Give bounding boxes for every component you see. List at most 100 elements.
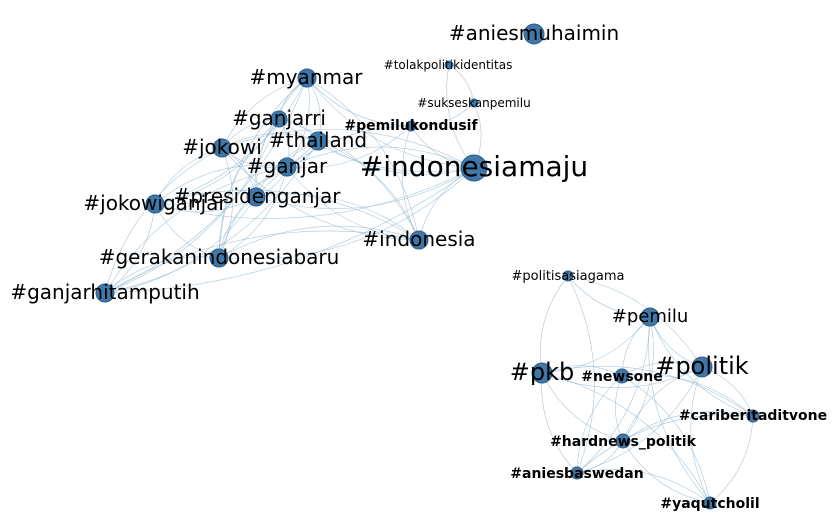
label-layer: #aniesmuhaimin #tolakpolitikidentitas #mya… <box>10 21 827 512</box>
edge-gerakanindonesiabaru-ganjarhitamputih <box>104 256 220 294</box>
node-label-hardnews_politik: #hardnews_politik <box>550 434 697 450</box>
node-pemilu[interactable] <box>640 307 660 327</box>
node-thailand[interactable] <box>308 131 328 151</box>
node-myanmar[interactable] <box>297 68 317 88</box>
edge-myanmar-indonesiamaju <box>306 77 475 169</box>
node-aniesbaswedan[interactable] <box>570 466 584 480</box>
node-label-tolakpolitikidentitas: #tolakpolitikidentitas <box>384 58 513 72</box>
edge-pemilu-yaqutcholil <box>648 316 711 504</box>
node-label-ganjarri: #ganjarri <box>232 106 326 130</box>
edge-cariberitaditvone-yaqutcholil <box>709 415 754 504</box>
node-politisasiagama[interactable] <box>562 270 574 282</box>
node-label-newsone: #newsone <box>581 369 663 385</box>
node-label-politisasiagama: #politisasiagama <box>512 269 625 284</box>
edge-newsone-aniesbaswedan <box>576 375 623 474</box>
edge-politik-hardnews_politik <box>622 366 703 442</box>
node-newsone[interactable] <box>614 368 630 384</box>
edge-myanmar-ganjar <box>286 77 310 168</box>
node-ganjarri[interactable] <box>270 110 288 128</box>
node-gerakanindonesiabaru[interactable] <box>209 248 229 268</box>
node-jokowiganjar[interactable] <box>145 194 165 214</box>
edge-thailand-indonesiamaju <box>317 140 475 175</box>
node-cariberitaditvone[interactable] <box>746 409 760 423</box>
edge-ganjarri-indonesia <box>278 118 420 241</box>
edge-pkb-cariberitaditvone <box>541 366 754 417</box>
node-label-indonesia: #indonesia <box>362 227 475 251</box>
edge-myanmar-pemilukondusif <box>306 77 412 127</box>
edge-gerakanindonesiabaru-indonesiamaju <box>218 167 475 260</box>
node-label-ganjarhitamputih: #ganjarhitamputih <box>10 280 199 304</box>
node-sukseskanpemilu[interactable] <box>469 98 479 108</box>
edge-jokowi-gerakanindonesiabaru <box>218 147 233 259</box>
node-label-yaqutcholil: #yaqutcholil <box>660 496 759 512</box>
edge-ganjarhitamputih-indonesia <box>104 230 420 294</box>
edge-jokowi-ganjarhitamputih <box>104 147 223 294</box>
edge-jokowiganjar-indonesiamaju <box>154 167 475 219</box>
edge-pemilukondusif-ganjar <box>286 125 412 169</box>
edge-ganjar-indonesia <box>286 166 420 241</box>
node-label-myanmar: #myanmar <box>250 65 364 89</box>
edge-pemilukondusif-sukseskanpemilu <box>410 102 475 127</box>
edge-thailand-jokowi <box>221 133 319 149</box>
node-label-jokowiganjar: #jokowiganjar <box>83 191 227 215</box>
edge-presidenganjar-indonesiamaju <box>255 167 475 209</box>
edge-newsone-cariberitaditvone <box>621 374 754 417</box>
node-aniesmuhaimin[interactable] <box>523 23 545 45</box>
edge-newsone-hardnews_politik <box>615 375 624 442</box>
edge-myanmar-gerakanindonesiabaru <box>218 77 308 259</box>
node-label-pemilukondusif: #pemilukondusif <box>344 118 478 134</box>
edge-jokowiganjar-indonesia <box>154 189 420 241</box>
edge-myanmar-ganjarhitamputih <box>104 77 308 294</box>
edge-ganjarhitamputih-indonesiamaju <box>104 167 475 294</box>
edge-cariberitaditvone-hardnews_politik <box>622 411 754 442</box>
node-tolakpolitikidentitas[interactable] <box>444 60 454 70</box>
node-layer <box>95 23 760 510</box>
node-jokowi[interactable] <box>212 138 232 158</box>
node-label-gerakanindonesiabaru: #gerakanindonesiabaru <box>99 245 340 269</box>
node-hardnews_politik[interactable] <box>615 433 631 449</box>
edge-thailand-ganjarhitamputih <box>104 140 319 294</box>
node-indonesia[interactable] <box>409 230 429 250</box>
edge-gerakanindonesiabaru-indonesia <box>218 225 420 259</box>
node-yaqutcholil[interactable] <box>703 496 717 510</box>
node-label-pemilu: #pemilu <box>612 306 689 327</box>
edge-ganjar-gerakanindonesiabaru <box>218 166 288 259</box>
edge-politisasiagama-pemilu <box>567 275 651 318</box>
edge-myanmar-jokowiganjar <box>154 77 308 205</box>
edge-pkb-yaqutcholil <box>541 372 711 504</box>
edge-aniesbaswedan-yaqutcholil <box>576 469 711 504</box>
edge-myanmar-jokowi <box>221 77 308 149</box>
edge-presidenganjar-indonesia <box>255 193 420 241</box>
node-label-pkb: #pkb <box>510 358 574 386</box>
edge-politisasiagama-aniesbaswedan <box>567 275 595 474</box>
node-label-aniesmuhaimin: #aniesmuhaimin <box>449 21 619 45</box>
edge-ganjar-jokowiganjar <box>154 164 288 205</box>
edge-ganjar-indonesiamaju <box>286 146 475 169</box>
node-label-indonesiamaju: #indonesiamaju <box>360 150 588 183</box>
edge-pemilu-cariberitaditvone <box>649 316 754 417</box>
edge-presidenganjar-jokowiganjar <box>154 196 257 213</box>
node-label-cariberitaditvone: #cariberitaditvone <box>679 408 827 424</box>
edge-jokowi-indonesiamaju <box>221 129 475 169</box>
node-presidenganjar[interactable] <box>246 187 266 207</box>
node-politik[interactable] <box>691 356 713 378</box>
node-label-ganjar: #ganjar <box>247 154 328 178</box>
edge-pkb-aniesbaswedan <box>541 372 578 474</box>
edge-jokowi-indonesia <box>221 147 420 241</box>
edge-hardnews_politik-yaqutcholil <box>622 440 711 504</box>
node-label-sukseskanpemilu: #sukseskanpemilu <box>417 96 530 110</box>
node-label-thailand: #thailand <box>269 128 367 152</box>
edge-indonesia-pemilukondusif <box>401 125 420 241</box>
edge-politisasiagama-politik <box>567 275 703 368</box>
node-label-presidenganjar: #presidenganjar <box>174 184 342 208</box>
node-ganjarhitamputih[interactable] <box>95 283 115 303</box>
node-ganjar[interactable] <box>277 157 297 177</box>
edge-ganjarri-ganjarhitamputih <box>104 118 280 294</box>
edge-cariberitaditvone-aniesbaswedan <box>576 414 754 474</box>
node-pemilukondusif[interactable] <box>405 120 417 132</box>
node-pkb[interactable] <box>531 362 553 384</box>
node-label-politik: #politik <box>655 352 748 380</box>
node-indonesiamaju[interactable] <box>460 154 488 182</box>
edge-presidenganjar-ganjarhitamputih <box>104 196 257 294</box>
